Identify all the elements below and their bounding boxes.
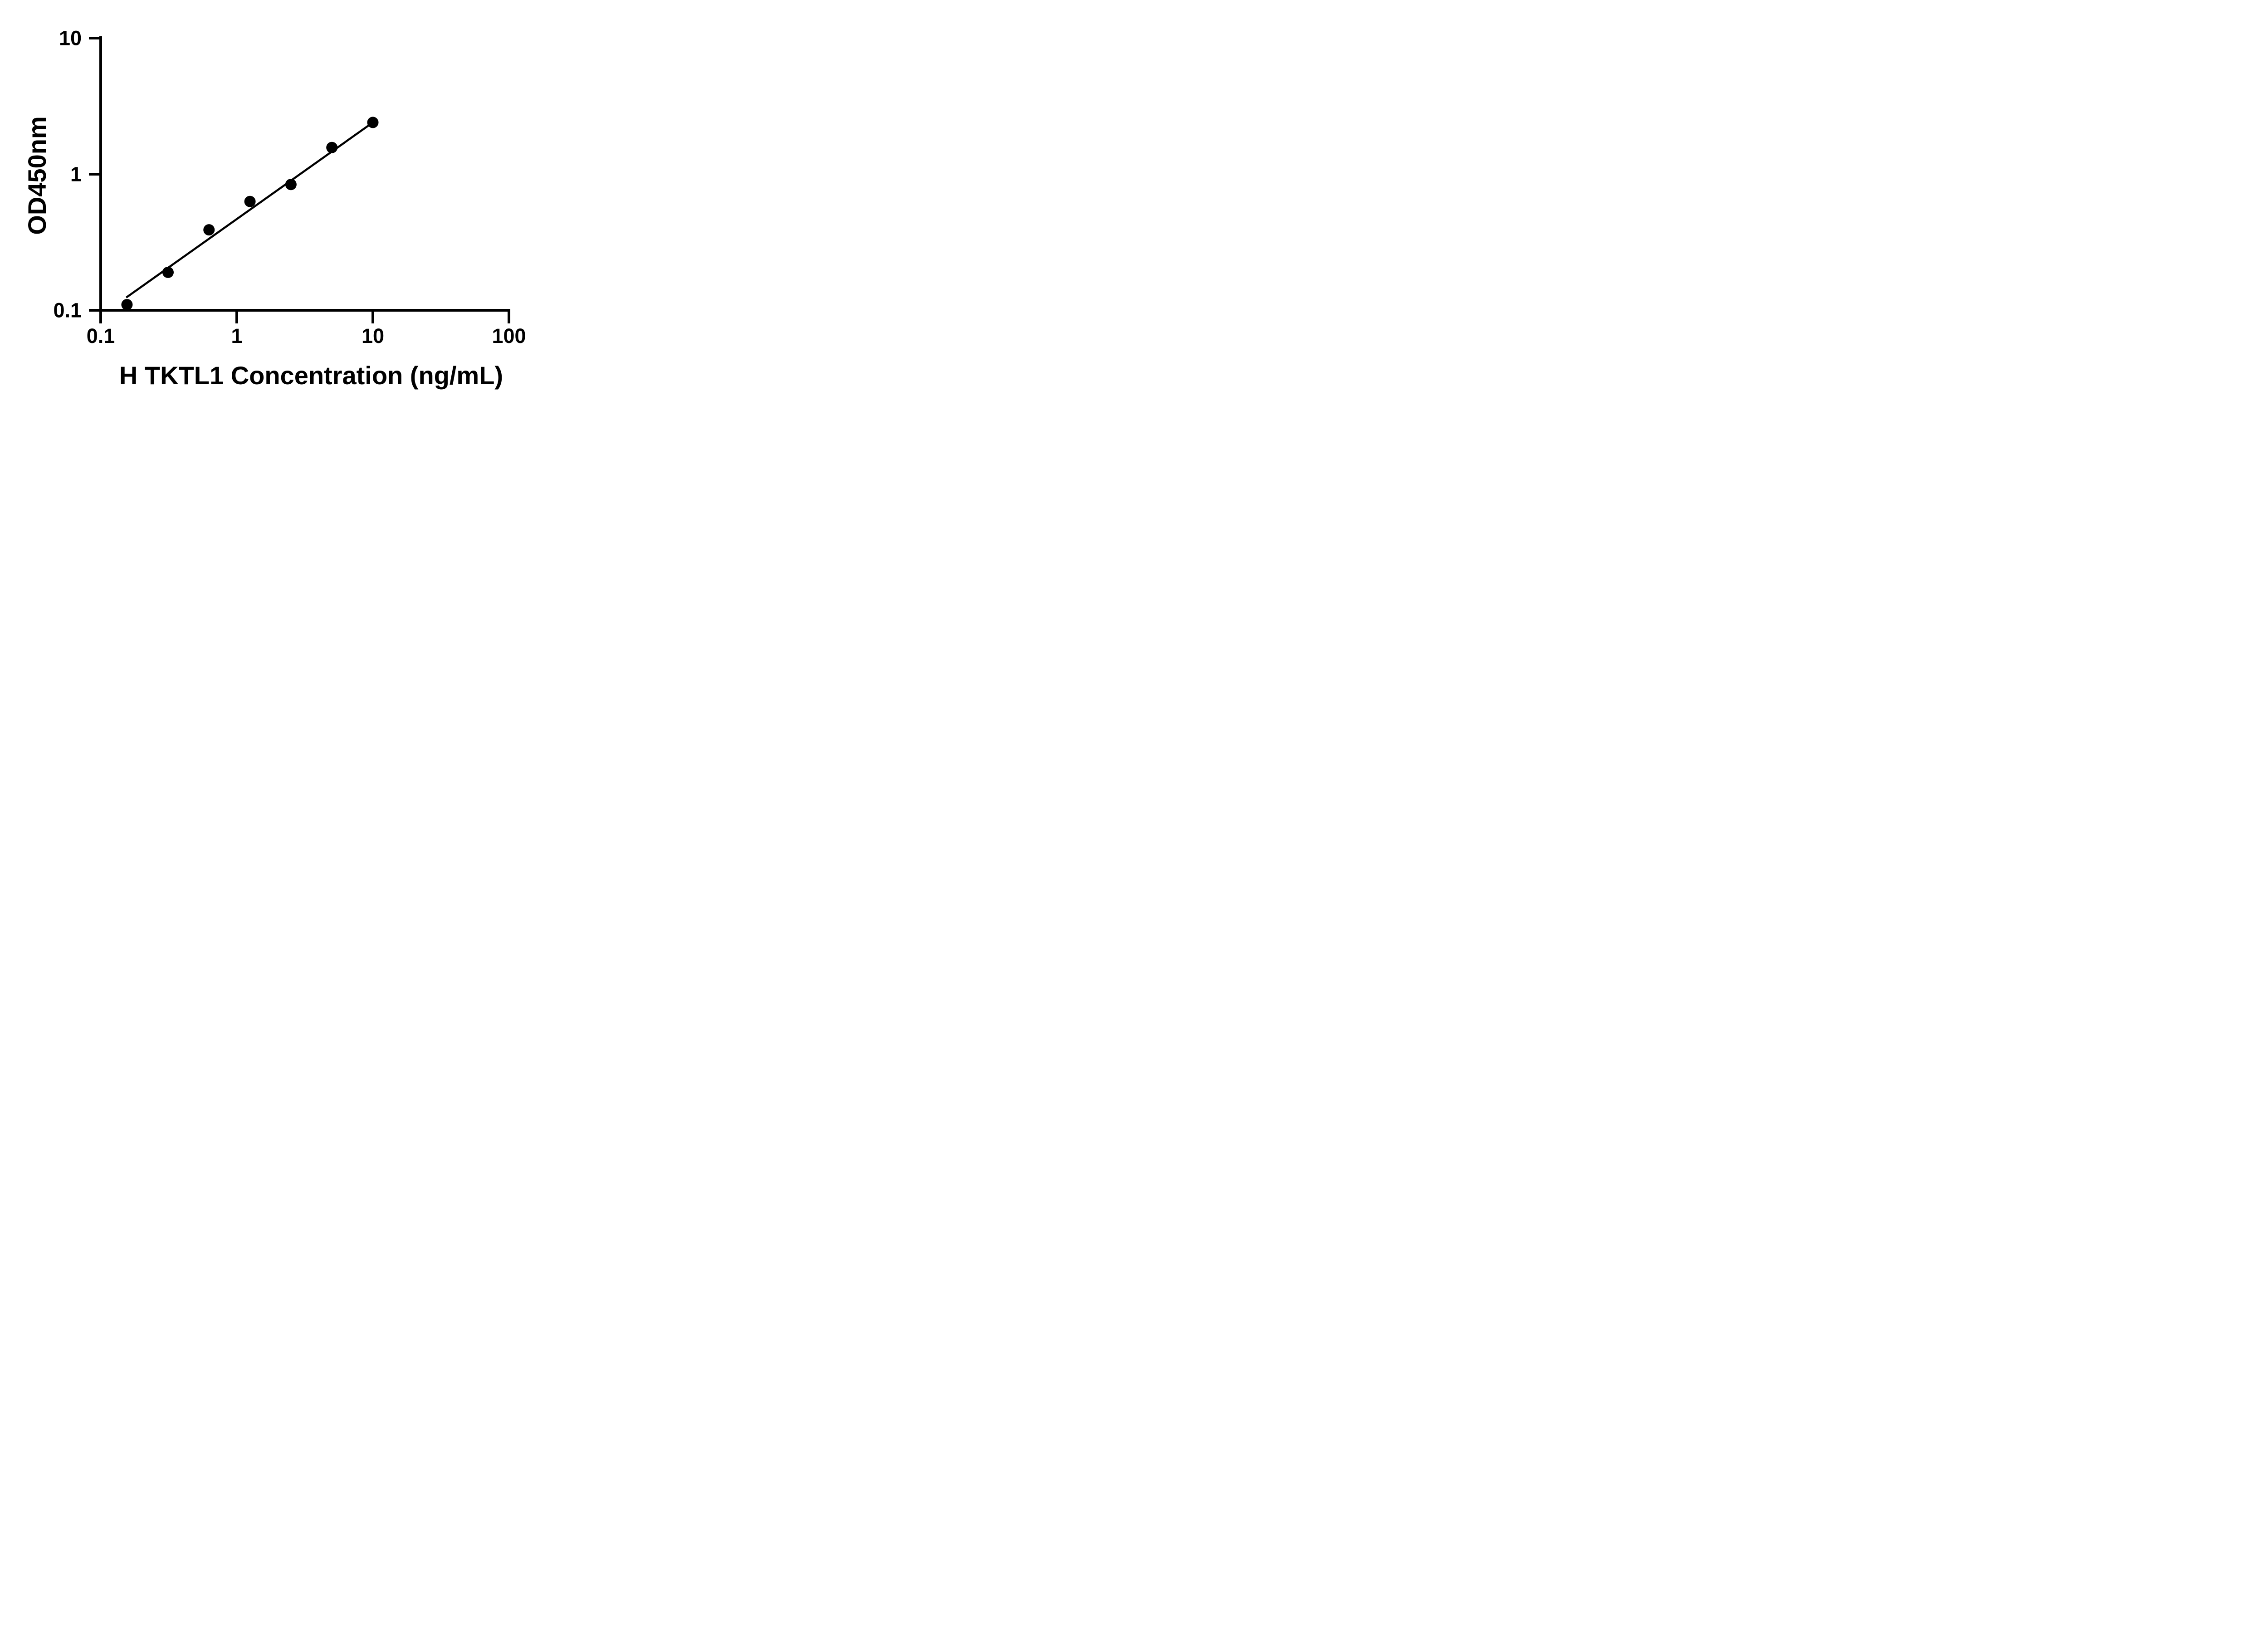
x-tick-label-0.1: 0.1	[86, 324, 115, 347]
plot-area	[89, 36, 510, 323]
x-tick-label-100: 100	[492, 324, 526, 347]
x-tick-label-1: 1	[231, 324, 243, 347]
y-axis-title: OD450nm	[23, 116, 51, 235]
elisa-standard-curve-figure: 10 1 0.1 0.1 1 10 100 OD450nm H TKTL1 Co…	[0, 0, 572, 408]
y-tick-label-10: 10	[59, 26, 82, 50]
data-point-1	[162, 266, 174, 278]
y-tick-label-1: 1	[70, 162, 82, 186]
data-point-2	[203, 224, 215, 236]
y-tick-label-0.1: 0.1	[53, 298, 82, 322]
data-point-0	[121, 299, 133, 311]
data-point-3	[244, 196, 256, 207]
data-point-6	[367, 117, 379, 128]
x-tick-label-10: 10	[361, 324, 385, 347]
data-point-4	[285, 179, 297, 191]
x-axis-title: H TKTL1 Concentration (ng/mL)	[119, 361, 503, 390]
data-point-5	[326, 142, 338, 153]
